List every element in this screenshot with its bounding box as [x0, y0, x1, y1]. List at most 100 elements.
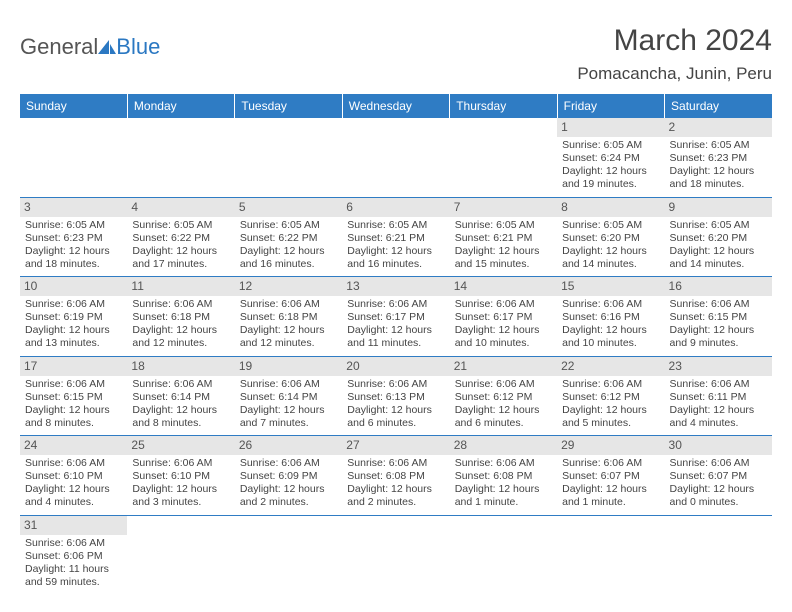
day-number: 10: [20, 277, 127, 296]
day-number: 3: [20, 198, 127, 217]
sunset-text: Sunset: 6:13 PM: [347, 391, 444, 404]
sunset-text: Sunset: 6:15 PM: [670, 311, 767, 324]
calendar-cell: 29Sunrise: 6:06 AMSunset: 6:07 PMDayligh…: [557, 436, 664, 516]
sunset-text: Sunset: 6:10 PM: [132, 470, 229, 483]
sunset-text: Sunset: 6:14 PM: [132, 391, 229, 404]
daylight-text: Daylight: 12 hours and 1 minute.: [455, 483, 552, 509]
sunrise-text: Sunrise: 6:05 AM: [562, 219, 659, 232]
title-block: March 2024 Pomacancha, Junin, Peru: [577, 24, 772, 84]
sunset-text: Sunset: 6:22 PM: [132, 232, 229, 245]
calendar-cell: 28 Sunrise: 6:06 AMSunset: 6:08 PMDayligh…: [450, 436, 557, 516]
day-number: 27: [342, 436, 449, 455]
day-number: 2: [665, 118, 772, 137]
daylight-text: Daylight: 12 hours and 2 minutes.: [347, 483, 444, 509]
logo: General Blue: [20, 24, 160, 60]
daylight-text: Daylight: 12 hours and 12 minutes.: [132, 324, 229, 350]
calendar-cell: 2Sunrise: 6:05 AMSunset: 6:23 PMDaylight…: [665, 118, 772, 197]
sunrise-text: Sunrise: 6:06 AM: [240, 378, 337, 391]
day-number: 28: [450, 436, 557, 455]
sunrise-text: Sunrise: 6:05 AM: [347, 219, 444, 232]
sunset-text: Sunset: 6:21 PM: [347, 232, 444, 245]
daylight-text: Daylight: 12 hours and 0 minutes.: [670, 483, 767, 509]
day-number: 15: [557, 277, 664, 296]
day-number: 14: [450, 277, 557, 296]
calendar-cell: 21Sunrise: 6:06 AMSunset: 6:12 PMDayligh…: [450, 356, 557, 436]
sunset-text: Sunset: 6:08 PM: [455, 470, 552, 483]
logo-text-general: General: [20, 34, 98, 60]
calendar-cell: 5Sunrise: 6:05 AMSunset: 6:22 PMDaylight…: [235, 197, 342, 277]
sunset-text: Sunset: 6:22 PM: [240, 232, 337, 245]
daylight-text: Daylight: 12 hours and 12 minutes.: [240, 324, 337, 350]
calendar-cell: 19 Sunrise: 6:06 AMSunset: 6:14 PMDayligh…: [235, 356, 342, 436]
sunset-text: Sunset: 6:08 PM: [347, 470, 444, 483]
day-number: 31: [20, 516, 127, 535]
day-number: 20: [342, 357, 449, 376]
sunrise-text: Sunrise: 6:05 AM: [132, 219, 229, 232]
sunrise-text: Sunrise: 6:05 AM: [670, 219, 767, 232]
sunrise-text: Sunrise: 6:05 AM: [240, 219, 337, 232]
calendar-cell: 4Sunrise: 6:05 AMSunset: 6:22 PMDaylight…: [127, 197, 234, 277]
daylight-text: Daylight: 12 hours and 10 minutes.: [562, 324, 659, 350]
calendar-cell: 3Sunrise: 6:05 AMSunset: 6:23 PMDaylight…: [20, 197, 127, 277]
day-number: 29: [557, 436, 664, 455]
daylight-text: Daylight: 12 hours and 8 minutes.: [25, 404, 122, 430]
day-number: 5: [235, 198, 342, 217]
calendar-table: Sunday Monday Tuesday Wednesday Thursday…: [20, 94, 772, 594]
sunset-text: Sunset: 6:17 PM: [347, 311, 444, 324]
sunrise-text: Sunrise: 6:06 AM: [670, 457, 767, 470]
daylight-text: Daylight: 12 hours and 15 minutes.: [455, 245, 552, 271]
daylight-text: Daylight: 12 hours and 4 minutes.: [25, 483, 122, 509]
calendar-cell: 15Sunrise: 6:06 AMSunset: 6:16 PMDayligh…: [557, 277, 664, 357]
sunrise-text: Sunrise: 6:06 AM: [25, 537, 122, 550]
daylight-text: Daylight: 12 hours and 7 minutes.: [240, 404, 337, 430]
sunrise-text: Sunrise: 6:05 AM: [562, 139, 659, 152]
daylight-text: Daylight: 12 hours and 9 minutes.: [670, 324, 767, 350]
weekday-header: Monday: [127, 94, 234, 118]
calendar-week-row: 17Sunrise: 6:06 AMSunset: 6:15 PMDayligh…: [20, 356, 772, 436]
day-number: 12: [235, 277, 342, 296]
sunrise-text: Sunrise: 6:06 AM: [347, 298, 444, 311]
day-number: 26: [235, 436, 342, 455]
day-number: 19: [235, 357, 342, 376]
weekday-header-row: Sunday Monday Tuesday Wednesday Thursday…: [20, 94, 772, 118]
calendar-page: General Blue March 2024 Pomacancha, Juni…: [0, 0, 792, 604]
sunset-text: Sunset: 6:23 PM: [25, 232, 122, 245]
sunrise-text: Sunrise: 6:06 AM: [670, 298, 767, 311]
calendar-cell: [235, 118, 342, 197]
calendar-cell: [665, 515, 772, 594]
sunset-text: Sunset: 6:14 PM: [240, 391, 337, 404]
daylight-text: Daylight: 12 hours and 10 minutes.: [455, 324, 552, 350]
day-number: 6: [342, 198, 449, 217]
sunrise-text: Sunrise: 6:06 AM: [347, 457, 444, 470]
daylight-text: Daylight: 12 hours and 18 minutes.: [670, 165, 767, 191]
sunrise-text: Sunrise: 6:06 AM: [562, 457, 659, 470]
calendar-cell: 8Sunrise: 6:05 AMSunset: 6:20 PMDaylight…: [557, 197, 664, 277]
daylight-text: Daylight: 12 hours and 5 minutes.: [562, 404, 659, 430]
sunrise-text: Sunrise: 6:06 AM: [132, 457, 229, 470]
sunset-text: Sunset: 6:07 PM: [670, 470, 767, 483]
calendar-cell: 14Sunrise: 6:06 AMSunset: 6:17 PMDayligh…: [450, 277, 557, 357]
calendar-cell: [557, 515, 664, 594]
daylight-text: Daylight: 12 hours and 18 minutes.: [25, 245, 122, 271]
sunrise-text: Sunrise: 6:06 AM: [347, 378, 444, 391]
calendar-body: 1Sunrise: 6:05 AMSunset: 6:24 PMDaylight…: [20, 118, 772, 594]
calendar-week-row: 10Sunrise: 6:06 AMSunset: 6:19 PMDayligh…: [20, 277, 772, 357]
sunset-text: Sunset: 6:24 PM: [562, 152, 659, 165]
sunrise-text: Sunrise: 6:06 AM: [25, 298, 122, 311]
logo-text-blue: Blue: [116, 34, 160, 60]
daylight-text: Daylight: 12 hours and 3 minutes.: [132, 483, 229, 509]
calendar-cell: 24Sunrise: 6:06 AMSunset: 6:10 PMDayligh…: [20, 436, 127, 516]
calendar-cell: 9Sunrise: 6:05 AMSunset: 6:20 PMDaylight…: [665, 197, 772, 277]
sunset-text: Sunset: 6:20 PM: [670, 232, 767, 245]
sunrise-text: Sunrise: 6:06 AM: [132, 298, 229, 311]
location: Pomacancha, Junin, Peru: [577, 64, 772, 84]
daylight-text: Daylight: 12 hours and 4 minutes.: [670, 404, 767, 430]
calendar-cell: 10Sunrise: 6:06 AMSunset: 6:19 PMDayligh…: [20, 277, 127, 357]
sunset-text: Sunset: 6:18 PM: [132, 311, 229, 324]
day-number: 23: [665, 357, 772, 376]
sunrise-text: Sunrise: 6:06 AM: [455, 457, 552, 470]
sunrise-text: Sunrise: 6:06 AM: [670, 378, 767, 391]
daylight-text: Daylight: 12 hours and 19 minutes.: [562, 165, 659, 191]
calendar-cell: [450, 118, 557, 197]
day-number: 9: [665, 198, 772, 217]
